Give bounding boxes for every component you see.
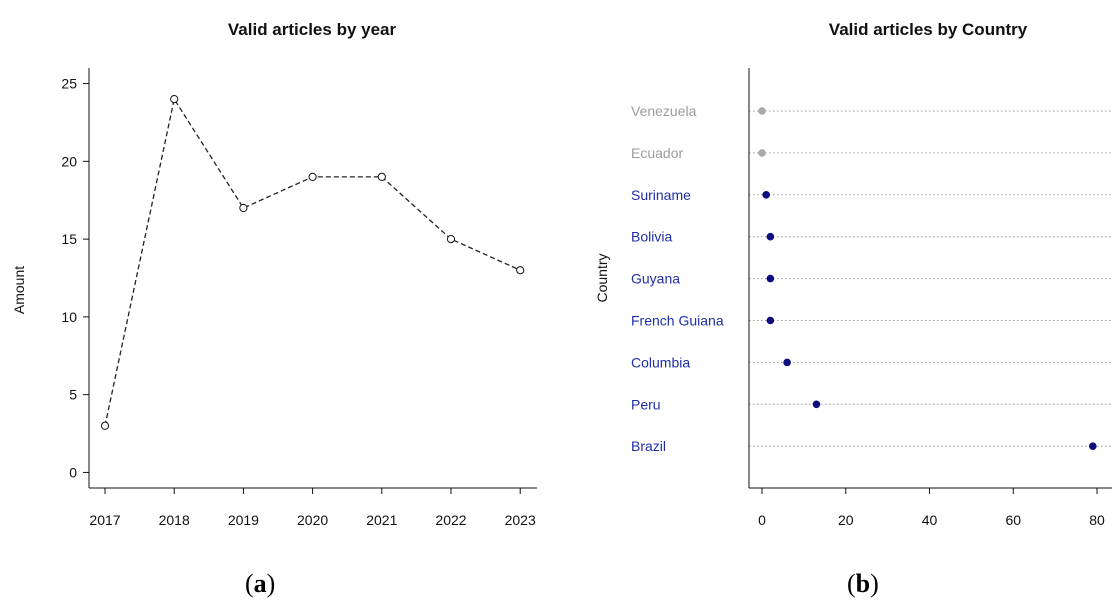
chart-b-category-labels: Venezuela Ecuador Suriname Bolivia Guyana Fre…	[631, 103, 724, 454]
chart-b-data-point	[758, 107, 766, 115]
chart-a-x-tick-label: 2018	[159, 512, 190, 528]
chart-articles-by-country: Valid articles by Country Country 0 20 40 6…	[594, 20, 1112, 598]
chart-b-x-tick-label: 40	[922, 512, 938, 528]
chart-b-category-label: Suriname	[631, 187, 691, 203]
chart-b-data-point	[766, 232, 775, 241]
chart-a-x-tick-label: 2023	[505, 512, 536, 528]
chart-b-category-label: Peru	[631, 396, 661, 412]
panel-label-a: (a)	[245, 569, 275, 598]
chart-a-data-point	[516, 266, 525, 275]
chart-articles-by-year: Valid articles by year Amount 0 5 10 15 20 25…	[11, 20, 537, 598]
chart-b-category-label: Brazil	[631, 438, 666, 454]
chart-a-data-point	[446, 235, 456, 244]
chart-b-axes	[748, 68, 1112, 489]
chart-b-category-label: French Guiana	[631, 313, 724, 329]
chart-b-data-point	[1089, 442, 1097, 451]
chart-a-data-point	[170, 95, 179, 104]
panel-a-letter: a	[254, 569, 267, 598]
chart-b-x-ticks: 0 20 40 60 80	[758, 488, 1105, 528]
chart-b-gridlines	[749, 110, 1112, 447]
chart-a-x-tick-label: 2020	[297, 512, 328, 528]
chart-a-y-tick-label: 10	[61, 309, 77, 325]
chart-b-data-point	[812, 400, 821, 409]
chart-b-title: Valid articles by Country	[829, 20, 1028, 39]
chart-b-category-label: Ecuador	[631, 145, 683, 161]
chart-a-x-tick-label: 2017	[89, 512, 120, 528]
panel-label-b: (b)	[847, 569, 879, 598]
chart-a-y-axis-label: Amount	[11, 266, 27, 314]
chart-b-x-tick-label: 60	[1005, 512, 1021, 528]
chart-b-y-axis-label: Country	[594, 253, 610, 302]
chart-b-data-point	[766, 316, 775, 325]
chart-b-data-point	[758, 149, 766, 157]
chart-b-points	[758, 107, 1097, 451]
chart-a-data-point	[239, 203, 248, 213]
chart-a-y-tick-label: 25	[61, 76, 77, 92]
chart-a-y-tick-label: 15	[61, 231, 77, 247]
chart-a-data-point	[100, 421, 110, 430]
chart-a-y-tick-label: 0	[69, 464, 77, 480]
chart-b-category-label: Guyana	[631, 271, 680, 287]
chart-b-data-point	[762, 191, 770, 199]
chart-a-title: Valid articles by year	[228, 20, 397, 39]
chart-b-x-tick-label: 20	[838, 512, 854, 528]
panel-b-letter: b	[856, 569, 870, 598]
chart-b-data-point	[783, 358, 791, 367]
chart-a-x-tick-label: 2022	[435, 512, 466, 528]
chart-a-y-tick-label: 5	[69, 387, 77, 403]
chart-b-category-label: Venezuela	[631, 103, 697, 119]
chart-a-axes	[88, 68, 537, 489]
chart-a-series	[100, 95, 525, 430]
chart-b-x-tick-label: 0	[758, 512, 766, 528]
chart-b-category-label: Columbia	[631, 354, 690, 370]
chart-b-x-tick-label: 80	[1089, 512, 1105, 528]
chart-a-x-tick-label: 2019	[228, 512, 259, 528]
chart-a-y-ticks: 0 5 10 15 20 25	[61, 76, 89, 480]
chart-a-data-point	[308, 172, 317, 181]
chart-a-x-ticks: 2017 2018 2019 2020 2021 2022 2023	[89, 488, 536, 528]
chart-a-y-tick-label: 20	[61, 153, 77, 169]
chart-b-category-label: Bolivia	[631, 229, 672, 245]
chart-a-x-tick-label: 2021	[366, 512, 397, 528]
chart-a-data-point	[377, 172, 386, 181]
chart-b-data-point	[766, 274, 775, 283]
chart-a-series-line	[104, 97, 521, 426]
